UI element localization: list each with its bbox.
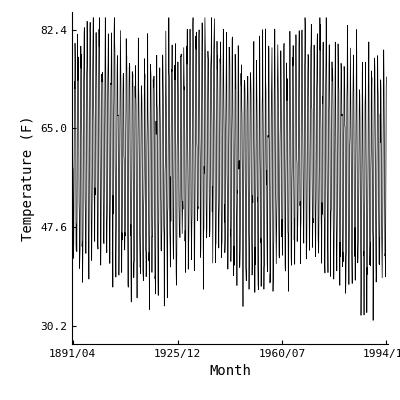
Y-axis label: Temperature (F): Temperature (F) — [20, 115, 34, 241]
X-axis label: Month: Month — [209, 364, 251, 378]
